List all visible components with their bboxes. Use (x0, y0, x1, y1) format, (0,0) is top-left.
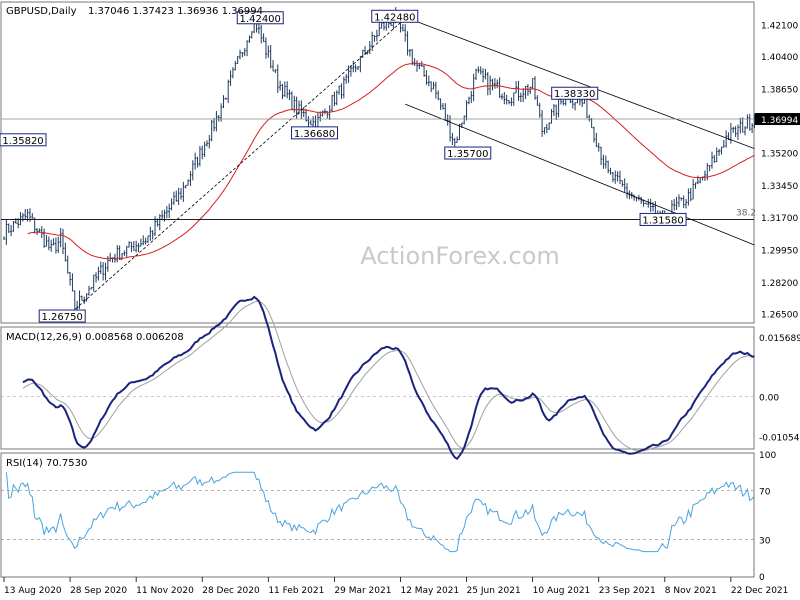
price-label-box (0, 133, 47, 147)
price-label-box (551, 86, 599, 100)
price-label-box (639, 212, 687, 226)
price-tick-label: 1.35200 (761, 149, 798, 159)
date-label: 28 Sep 2020 (70, 586, 127, 596)
date-label: 10 Aug 2021 (533, 586, 591, 596)
rsi-tick-label: 0 (759, 573, 765, 583)
moving-average-line (27, 63, 755, 260)
price-label: 1.38330 (554, 89, 595, 100)
price-tick-label: 1.38650 (761, 85, 798, 95)
price-label: 1.35820 (2, 136, 43, 147)
macd-panel (0, 326, 755, 450)
macd-tick-label: -0.01054 (759, 434, 800, 444)
date-label: 13 Aug 2020 (4, 586, 62, 596)
current-price-badge (755, 113, 800, 126)
price-label: 1.42400 (240, 14, 281, 25)
channel-upper-line (405, 16, 755, 149)
macd-tick-label: 0.00 (759, 394, 779, 404)
macd-tick-label: 0.015689 (759, 334, 800, 344)
date-label: 28 Dec 2020 (202, 586, 260, 596)
price-tick-label: 1.33450 (761, 182, 798, 192)
date-label: 11 Feb 2021 (268, 586, 324, 596)
price-label-box (444, 146, 492, 160)
price-tick-label: 1.42100 (761, 21, 798, 31)
price-tick-label: 1.29950 (761, 247, 798, 257)
price-tick-label: 1.31700 (761, 214, 798, 224)
channel-lower-line (405, 103, 755, 246)
macd-layer (1, 295, 755, 460)
date-label: 29 Mar 2021 (334, 586, 391, 596)
fib-label: 38.2 (736, 208, 756, 218)
price-label-box (38, 309, 86, 323)
rsi-title: RSI(14) 70.7530 (6, 458, 87, 469)
price-label: 1.36680 (294, 129, 335, 140)
price-label: 1.31580 (642, 215, 683, 226)
symbol-header: GBPUSD,Daily (6, 6, 77, 17)
rsi-line (5, 471, 755, 553)
rsi-tick-label: 30 (759, 536, 771, 546)
date-label: 23 Sep 2021 (599, 586, 656, 596)
rsi-layer (1, 471, 755, 553)
price-tick-label: 1.40400 (761, 53, 798, 63)
macd-signal-line (22, 300, 755, 452)
macd-title: MACD(12,26,9) 0.008568 0.006208 (6, 332, 184, 343)
price-tick-label: 1.26500 (761, 311, 798, 321)
price-panel (0, 1, 755, 324)
price-tick-label: 1.28200 (761, 279, 798, 289)
price-label: 1.35700 (447, 149, 488, 160)
rsi-tick-label: 70 (759, 488, 771, 498)
current-price-label: 1.36994 (761, 116, 798, 126)
date-label: 22 Dec 2021 (731, 586, 789, 596)
watermark: ActionForex.com (360, 242, 560, 270)
price-label-box (371, 9, 419, 23)
date-label: 8 Nov 2021 (665, 586, 717, 596)
rsi-tick-label: 100 (759, 451, 776, 461)
macd-line (22, 295, 755, 460)
dashed-trendline (60, 20, 404, 323)
date-label: 25 Jun 2021 (467, 586, 521, 596)
rsi-panel (0, 452, 755, 578)
price-label: 1.26750 (42, 312, 83, 323)
axis-layer: 1.42100 1.40400 1.38650 1.36994 1.35200 1.334… (3, 21, 800, 596)
price-label: 1.42480 (374, 12, 415, 23)
price-label-box (236, 11, 284, 25)
date-label: 11 Nov 2020 (136, 586, 194, 596)
ohlc-header: 1.37046 1.37423 1.36936 1.36994 (88, 6, 263, 17)
price-label-box (291, 126, 339, 140)
date-label: 12 May 2021 (400, 586, 459, 596)
price-layer: 38.2 1.42400 1.42480 1.36680 1.38330 1.35700 1… (0, 7, 756, 323)
